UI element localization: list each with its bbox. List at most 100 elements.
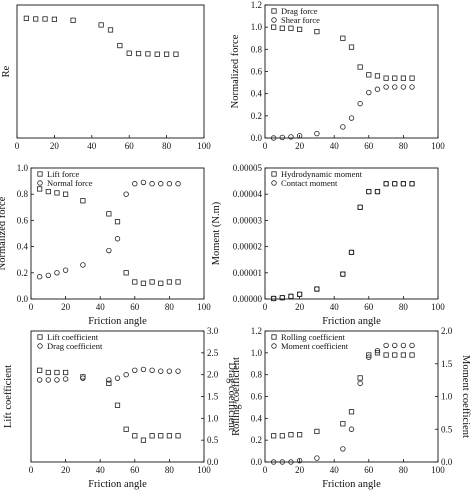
- data-point: [357, 204, 363, 210]
- series-1: [23, 15, 179, 57]
- y-tick-label: 1.2: [251, 0, 262, 10]
- y-tick-label: 0.2: [251, 435, 262, 445]
- data-point: [400, 342, 407, 349]
- chart-panel-3: 0 20 40 60 80 100 0.0 0.2 0.4 0.6 0.8 1.0 Friction a…: [0, 163, 211, 327]
- y-axis-label: Normalized force: [0, 196, 8, 270]
- y-right-tick-label: 0.0: [207, 457, 219, 467]
- y-right-tick-label: 0.5: [207, 435, 219, 445]
- data-point: [63, 191, 69, 197]
- data-point: [288, 25, 294, 31]
- series-2: [270, 181, 415, 302]
- series-2: [270, 342, 415, 465]
- data-point: [33, 16, 39, 22]
- data-point: [374, 350, 381, 356]
- data-point: [166, 181, 173, 187]
- data-point: [357, 375, 363, 381]
- data-point: [340, 35, 346, 41]
- legend-marker: [37, 334, 43, 340]
- x-axis-label: Friction angle: [88, 316, 147, 327]
- data-point: [357, 380, 363, 387]
- data-point: [314, 130, 320, 137]
- x-tick-label: 0: [263, 141, 268, 151]
- data-point: [279, 134, 285, 141]
- data-point: [149, 279, 155, 285]
- legend-marker: [37, 180, 43, 186]
- data-point: [80, 198, 86, 204]
- legend-label: Drag coefficient: [47, 341, 103, 351]
- data-point: [117, 42, 123, 49]
- y-right-tick-label: 1.0: [207, 413, 219, 423]
- data-point: [279, 294, 285, 301]
- data-point: [340, 271, 346, 277]
- data-point: [45, 377, 51, 383]
- x-tick-label: 40: [330, 302, 340, 312]
- data-point: [374, 188, 381, 195]
- data-point: [296, 457, 303, 464]
- data-point: [271, 24, 277, 30]
- y-right-axis-label: Moment coefficient: [460, 355, 471, 438]
- data-point: [400, 75, 407, 81]
- data-point: [23, 15, 29, 21]
- x-tick-label: 80: [165, 465, 175, 475]
- data-point: [37, 186, 43, 192]
- data-point: [80, 375, 86, 381]
- data-point: [279, 25, 285, 31]
- x-tick-label: 0: [29, 302, 34, 312]
- y-tick-label: 0.6: [17, 215, 29, 225]
- data-point: [45, 272, 51, 279]
- data-point: [314, 286, 320, 292]
- data-point: [366, 89, 372, 96]
- legend-marker: [37, 343, 43, 349]
- data-point: [409, 181, 415, 187]
- y-tick-label: 1.0: [17, 163, 29, 173]
- data-point: [383, 181, 389, 187]
- y-tick-label: 0.6: [251, 67, 263, 77]
- legend-label: Drag force: [281, 6, 318, 16]
- data-point: [158, 433, 164, 439]
- data-point: [374, 347, 381, 354]
- legend-marker: [271, 334, 277, 340]
- data-point: [348, 409, 355, 415]
- data-point: [62, 267, 69, 273]
- data-point: [348, 115, 355, 121]
- x-tick-label: 100: [197, 141, 211, 151]
- data-point: [106, 377, 112, 383]
- data-point: [114, 375, 121, 381]
- y-tick-label: 0.4: [251, 89, 263, 99]
- x-tick-label: 60: [364, 465, 374, 475]
- data-point: [106, 211, 112, 217]
- x-tick-label: 100: [197, 465, 211, 475]
- data-point: [36, 377, 43, 383]
- data-point: [54, 377, 60, 383]
- x-tick-label: 20: [61, 465, 71, 475]
- y-tick-label: 0.00005: [233, 163, 263, 173]
- x-tick-label: 80: [162, 141, 172, 151]
- data-point: [409, 84, 415, 90]
- data-point: [357, 100, 363, 107]
- data-point: [37, 367, 43, 373]
- data-point: [114, 219, 121, 225]
- data-point: [392, 75, 398, 81]
- data-point: [106, 380, 112, 387]
- data-point: [54, 369, 60, 376]
- y-tick-label: 1.0: [251, 348, 263, 358]
- legend-label: Shear force: [281, 15, 320, 25]
- data-point: [314, 428, 320, 435]
- data-point: [314, 28, 320, 35]
- y-tick-label: 0.6: [251, 392, 263, 402]
- data-point: [132, 181, 138, 187]
- data-point: [140, 437, 147, 443]
- data-point: [175, 279, 181, 285]
- data-point: [123, 426, 129, 432]
- x-tick-label: 0: [15, 141, 20, 151]
- y-tick-label: 0.00004: [233, 189, 263, 199]
- chart-panel-4: 0 20 40 60 80 100 0.00000 0.00001 0.00002 0.00003…: [211, 163, 445, 327]
- legend-label: Contact moment: [281, 178, 338, 188]
- data-point: [158, 280, 164, 286]
- chart-panel-6: 0 20 40 60 80 1000.00.20.40.60.81.01.20.00.51…: [231, 326, 471, 490]
- data-point: [51, 16, 58, 22]
- plot-frame: [264, 167, 439, 300]
- data-point: [383, 75, 389, 81]
